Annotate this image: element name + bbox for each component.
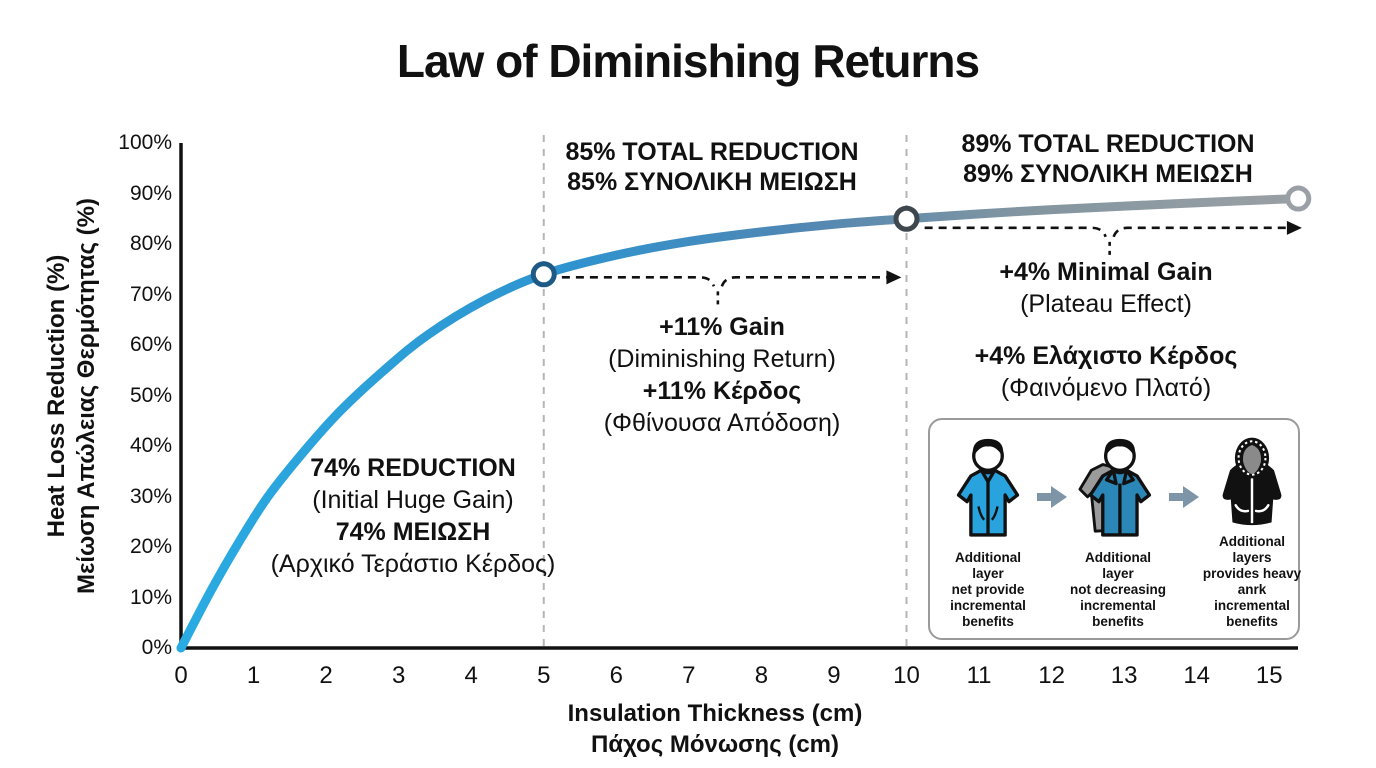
annotation-89-el: 89% ΣΥΝΟΛΙΚΗ ΜΕΙΩΣΗ (963, 160, 1253, 188)
y-axis-title-en: Heat Loss Reduction (%) (43, 254, 70, 538)
inset-item-3: Additional layers provides heavy anrk in… (1200, 436, 1304, 630)
annotation-11-gain-el: +11% Κέρδος (642, 377, 802, 405)
y-tick-50%: 50% (129, 383, 172, 407)
annotation-74-en: 74% REDUCTION (310, 454, 516, 482)
x-tick-11: 11 (966, 662, 992, 689)
jacket-layers-illustration-panel: Additional layer net provide incremental… (928, 418, 1301, 640)
inset-caption-2: Additional layer not decreasing incremen… (1069, 550, 1167, 630)
data-point-marker-3 (1285, 185, 1312, 212)
x-tick-8: 8 (754, 662, 769, 689)
x-tick-15: 15 (1255, 662, 1283, 689)
annotation-74-sub-en: (Initial Huge Gain) (312, 486, 514, 514)
x-tick-5: 5 (537, 662, 551, 689)
arrow-icon (1169, 486, 1199, 508)
annotation-85-total: 85% TOTAL REDUCTION 85% ΣΥΝΟΛΙΚΗ ΜΕΙΩΣΗ (565, 137, 858, 197)
annotation-74-sub-el: (Αρχικό Τεράστιο Κέρδος) (270, 550, 556, 578)
x-axis-title-el: Πάχος Μόνωσης (cm) (590, 731, 840, 758)
annotation-11-sub-en: (Diminishing Return) (608, 345, 836, 373)
page-title: Law of Diminishing Returns (396, 35, 980, 87)
annotation-85-en: 85% TOTAL REDUCTION (565, 138, 859, 166)
arrow-icon (1037, 486, 1067, 508)
dashed-gain-connector-1 (561, 270, 902, 305)
annotation-4-gain-en: +4% Minimal Gain (999, 258, 1213, 286)
data-point-marker-1 (530, 261, 557, 288)
x-tick-0: 0 (174, 662, 188, 689)
y-tick-20%: 20% (129, 535, 172, 558)
annotation-74-reduction: 74% REDUCTION (Initial Huge Gain) 74% ΜΕ… (271, 452, 556, 580)
x-tick-14: 14 (1183, 662, 1211, 689)
y-tick-100%: 100% (118, 131, 172, 154)
dashed-gain-connector-2 (924, 220, 1302, 255)
x-tick-7: 7 (682, 662, 696, 689)
x-tick-9: 9 (827, 662, 841, 689)
heavy-parka-icon (1222, 437, 1282, 526)
x-axis-title-en: Insulation Thickness (cm) (567, 700, 863, 727)
y-tick-40%: 40% (129, 434, 172, 457)
y-tick-60%: 60% (129, 333, 172, 356)
annotation-89-total: 89% TOTAL REDUCTION 89% ΣΥΝΟΛΙΚΗ ΜΕΙΩΣΗ (961, 129, 1254, 189)
y-tick-10%: 10% (129, 585, 172, 609)
inset-caption-1: Additional layer net provide incremental… (950, 550, 1026, 630)
y-axis-title: Heat Loss Reduction (%) Μείωση Απώλειας … (42, 116, 102, 676)
annotation-11-sub-el: (Φθίνουσα Απόδοση) (603, 409, 841, 437)
annotation-74-el: 74% ΜΕΙΩΣΗ (335, 518, 491, 546)
data-point-marker-2 (893, 205, 920, 232)
y-tick-30%: 30% (129, 484, 172, 508)
y-tick-80%: 80% (129, 232, 172, 255)
annotation-4-sub-el: (Φαινόμενο Πλατό) (1000, 374, 1212, 402)
y-axis-title-el: Μείωση Απώλειας Θερμότητας (%) (73, 197, 100, 595)
x-tick-10: 10 (893, 662, 920, 689)
x-tick-1: 1 (246, 662, 261, 689)
annotation-11-gain: +11% Gain (Diminishing Return) +11% Κέρδ… (604, 311, 841, 439)
y-tick-70%: 70% (129, 282, 172, 306)
x-tick-3: 3 (391, 662, 406, 689)
x-axis-title: Insulation Thickness (cm) Πάχος Μόνωσης … (568, 698, 863, 760)
x-tick-4: 4 (464, 662, 478, 689)
annotation-89-en: 89% TOTAL REDUCTION (961, 130, 1255, 158)
heat-loss-curve (176, 194, 1303, 653)
annotation-4-gain: +4% Minimal Gain (Plateau Effect) +4% Ελ… (975, 256, 1238, 404)
x-tick-12: 12 (1038, 662, 1065, 689)
double-layer-jacket-icon (1078, 438, 1152, 537)
y-tick-90%: 90% (129, 181, 172, 205)
x-tick-13: 13 (1110, 662, 1138, 689)
inset-caption-3: Additional layers provides heavy anrk in… (1202, 534, 1302, 630)
annotation-85-el: 85% ΣΥΝΟΛΙΚΗ ΜΕΙΩΣΗ (567, 168, 857, 196)
single-blue-jacket-icon (956, 438, 1020, 537)
x-tick-6: 6 (609, 662, 623, 689)
x-tick-2: 2 (319, 662, 333, 689)
annotation-4-gain-el: +4% Ελάχιστο Κέρδος (974, 342, 1238, 370)
inset-item-1: Additional layer net provide incremental… (940, 436, 1036, 630)
annotation-11-gain-en: +11% Gain (659, 313, 785, 341)
y-tick-0%: 0% (141, 636, 172, 659)
inset-item-2: Additional layer not decreasing incremen… (1068, 436, 1168, 630)
annotation-4-sub-en: (Plateau Effect) (1020, 290, 1192, 318)
